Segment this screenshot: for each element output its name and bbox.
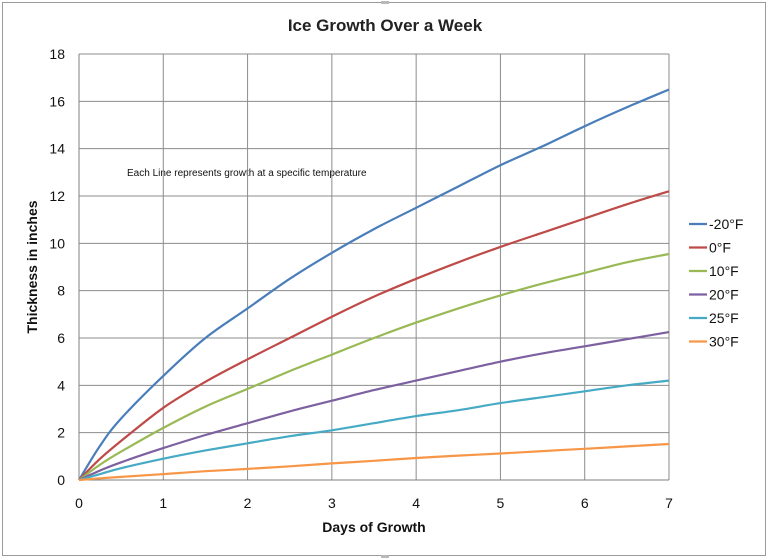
y-tick-label: 12	[49, 188, 65, 204]
series-line-3	[78, 331, 670, 482]
series-line-1	[78, 190, 670, 481]
x-tick-label: 6	[581, 495, 589, 511]
resize-handle-top[interactable]	[381, 1, 389, 4]
legend-label-0: -20°F	[709, 216, 743, 232]
x-tick-label: 1	[159, 495, 167, 511]
legend-label-2: 10°F	[709, 263, 739, 279]
series-line-4	[78, 379, 670, 482]
legend-label-5: 30°F	[709, 334, 739, 350]
series-line-0	[78, 88, 670, 481]
chart-title: Ice Growth Over a Week	[288, 16, 483, 35]
y-tick-label: 4	[57, 377, 65, 393]
y-axis-title: Thickness in inches	[24, 200, 40, 333]
chart-annotation: Each Line represents growth at a specifi…	[127, 168, 367, 179]
y-tick-label: 8	[57, 283, 65, 299]
x-axis-title: Days of Growth	[322, 519, 425, 535]
x-tick-label: 4	[412, 495, 420, 511]
y-tick-label: 6	[57, 330, 65, 346]
x-tick-label: 7	[665, 495, 673, 511]
legend: -20°F 0°F 10°F 20°F 25°F 30°F	[689, 216, 743, 350]
resize-handle-bottom[interactable]	[381, 555, 389, 558]
x-tick-label: 0	[75, 495, 83, 511]
legend-label-4: 25°F	[709, 310, 739, 326]
y-tick-label: 10	[49, 235, 65, 251]
series-line-2	[78, 252, 670, 481]
gridlines	[79, 53, 670, 480]
y-tick-label: 16	[49, 93, 65, 109]
y-tick-label: 0	[57, 472, 65, 488]
x-tick-label: 3	[328, 495, 336, 511]
y-tick-label: 14	[49, 141, 65, 157]
x-tick-label: 2	[244, 495, 252, 511]
legend-label-3: 20°F	[709, 287, 739, 303]
y-tick-label: 18	[49, 46, 65, 62]
series-lines	[78, 88, 670, 482]
series-line-5	[78, 442, 670, 482]
axes	[78, 54, 669, 481]
y-tick-label: 2	[57, 425, 65, 441]
x-tick-label: 5	[497, 495, 505, 511]
legend-label-1: 0°F	[709, 240, 731, 256]
